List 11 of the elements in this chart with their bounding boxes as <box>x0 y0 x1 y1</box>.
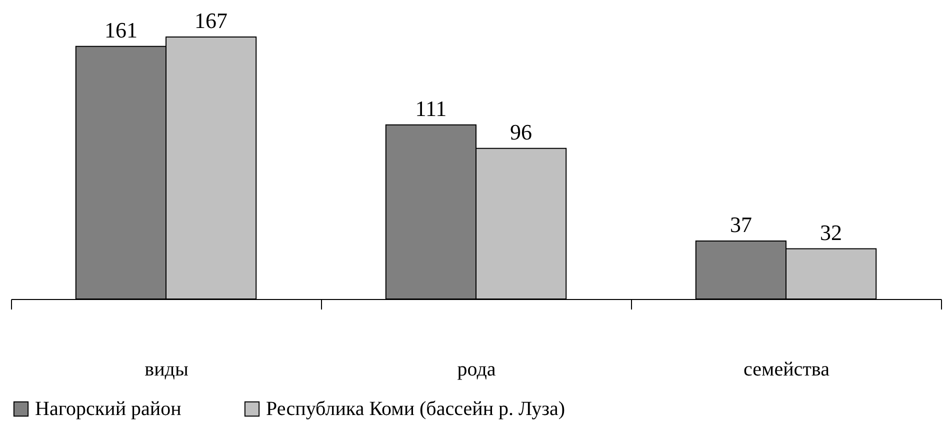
data-label: 32 <box>820 220 842 245</box>
x-tick-label: виды <box>144 358 188 380</box>
data-label: 96 <box>510 119 532 144</box>
x-tick-label: семейства <box>744 358 830 380</box>
legend-label: Республика Коми (бассейн р. Луза) <box>266 398 566 420</box>
data-label: 161 <box>104 17 138 42</box>
data-label: 111 <box>415 96 447 121</box>
data-label: 37 <box>730 212 752 237</box>
x-tick-label: рода <box>457 358 496 380</box>
legend-label: Нагорский район <box>35 398 182 420</box>
data-label: 167 <box>194 8 228 33</box>
